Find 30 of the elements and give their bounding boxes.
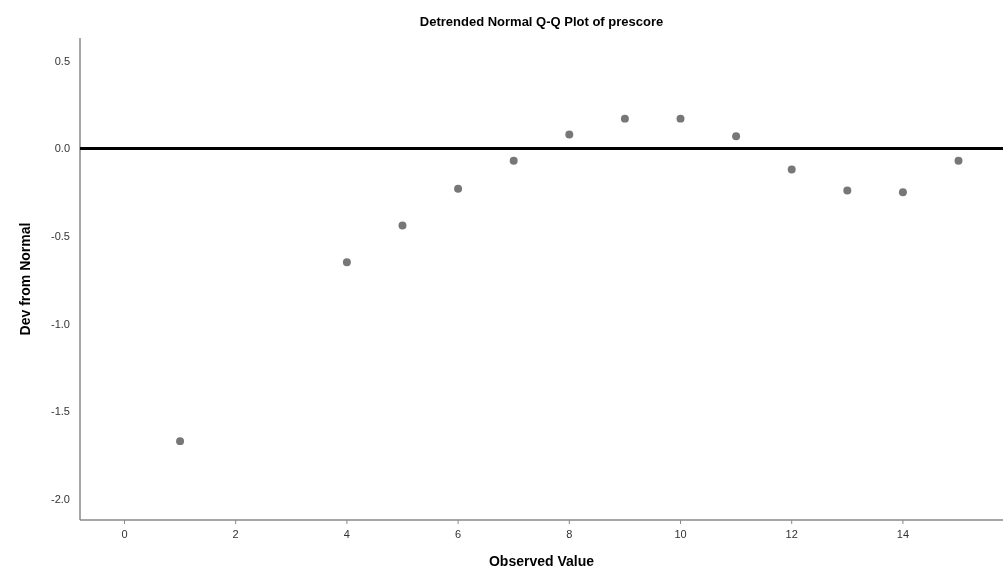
chart-title: Detrended Normal Q-Q Plot of prescore [419, 14, 664, 29]
x-tick-label: 8 [566, 528, 573, 540]
x-tick-label: 4 [343, 528, 350, 540]
point [509, 156, 518, 165]
point [620, 114, 629, 123]
x-tick-label: 2 [232, 528, 239, 540]
y-tick-label: -2.0 [51, 492, 70, 505]
point [454, 184, 463, 193]
y-tick-label: -0.5 [51, 230, 70, 243]
y-tick-label: -1.0 [51, 317, 70, 330]
y-tick-label: 0.5 [54, 54, 70, 67]
point [398, 221, 407, 230]
x-tick-label: 14 [896, 528, 910, 540]
y-tick-label: -1.5 [51, 405, 70, 418]
point [898, 188, 907, 197]
x-tick-label: 0 [121, 528, 128, 540]
point [176, 437, 185, 446]
x-axis-title: Observed Value [488, 553, 595, 569]
y-tick-label: 0.0 [54, 142, 70, 155]
x-tick-label: 10 [674, 528, 687, 540]
x-tick-label: 6 [455, 528, 462, 540]
y-axis-title: Dev from Normal [17, 222, 33, 336]
point [732, 132, 741, 141]
point [676, 114, 685, 123]
point [342, 258, 351, 267]
x-tick-label: 12 [785, 528, 798, 540]
point [843, 186, 852, 195]
point [787, 165, 796, 174]
point [954, 156, 963, 165]
point [565, 130, 574, 139]
